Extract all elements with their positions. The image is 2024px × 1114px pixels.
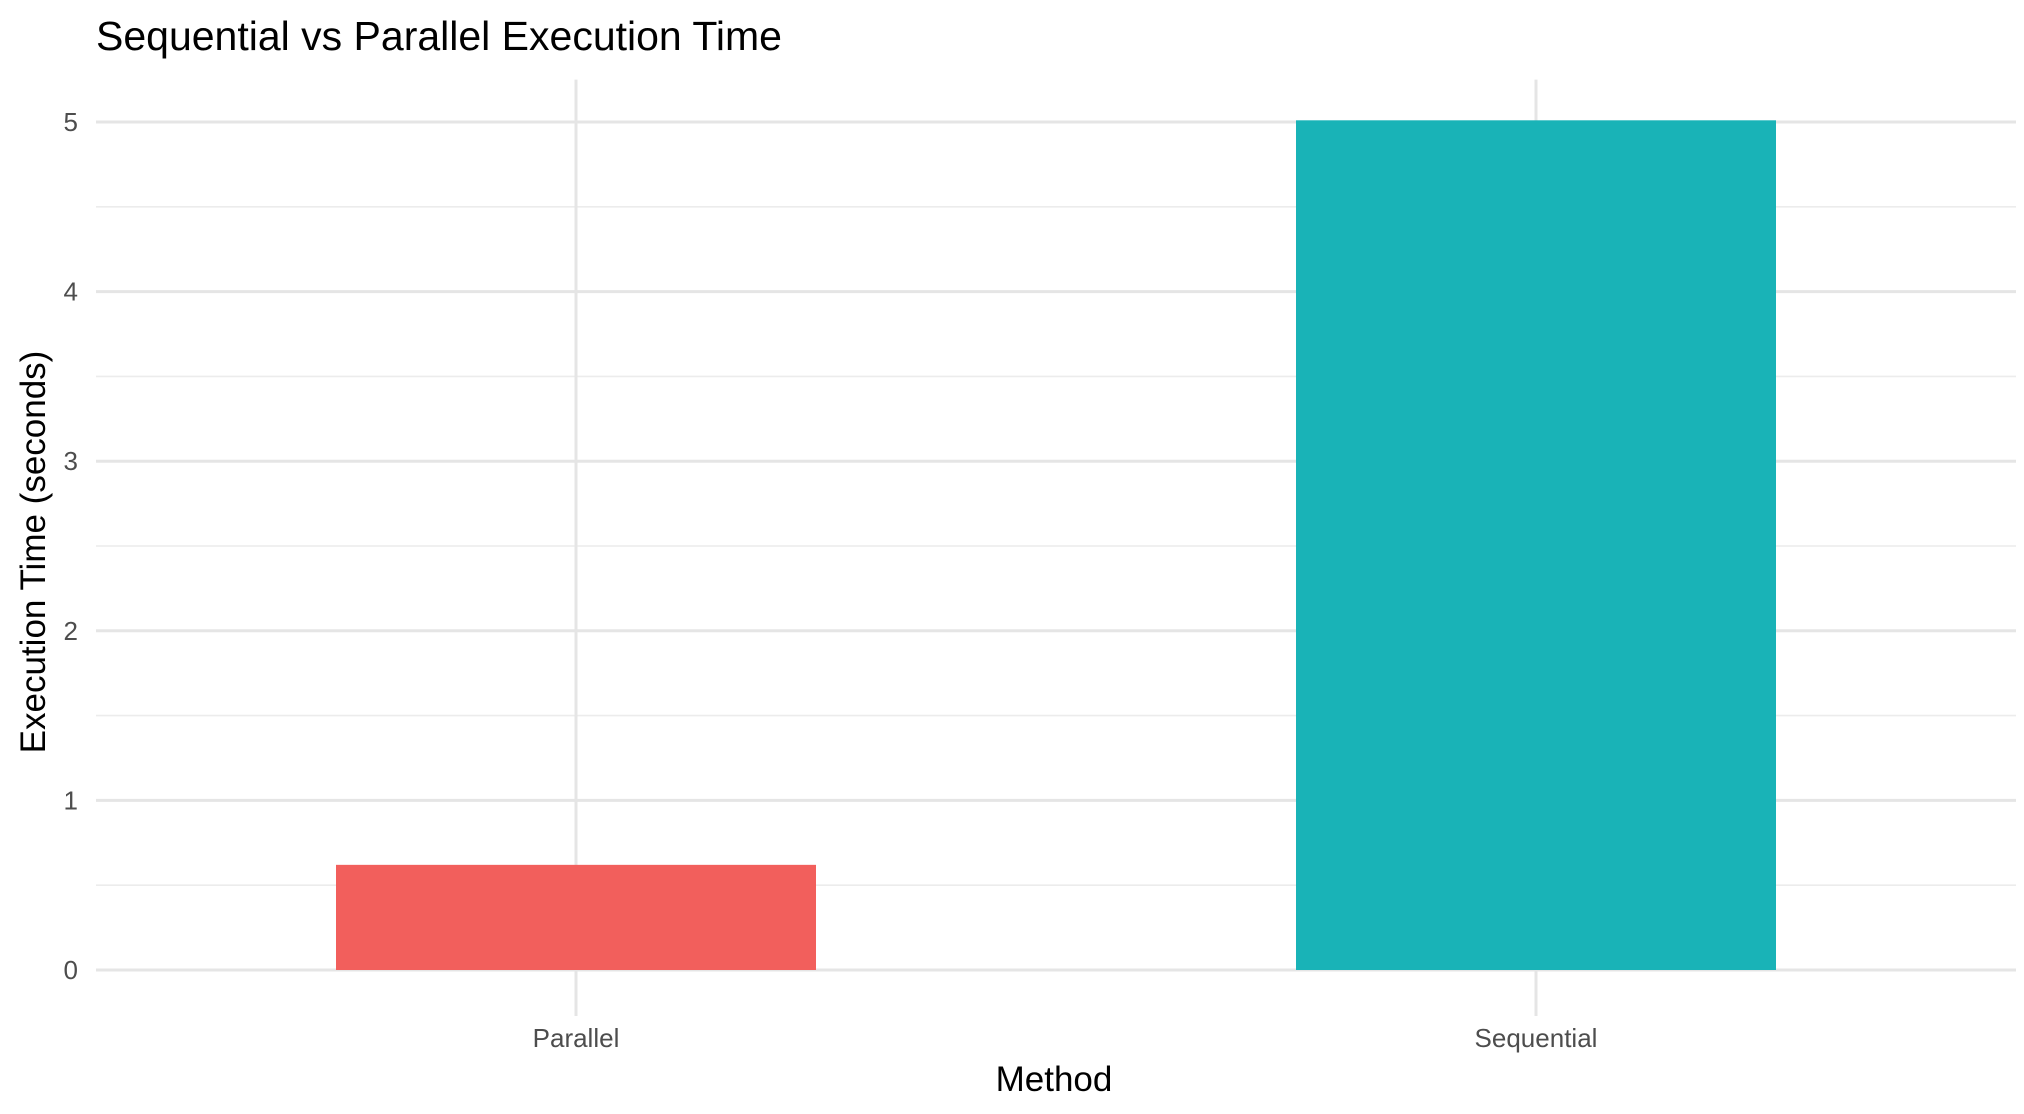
x-axis-title: Method [996,1060,1113,1099]
bars [336,120,1776,970]
bar-parallel [336,864,816,970]
y-tick-label: 0 [64,955,78,985]
bar-sequential [1296,120,1776,970]
chart-title: Sequential vs Parallel Execution Time [96,13,782,59]
y-tick-label: 1 [64,785,78,815]
y-tick-label: 2 [64,616,78,646]
x-axis-ticks: Parallel Sequential [533,1023,1598,1053]
x-tick-label: Sequential [1475,1023,1598,1053]
y-tick-label: 4 [64,277,78,307]
y-tick-label: 5 [64,107,78,137]
x-tick-label: Parallel [533,1023,620,1053]
y-axis-ticks: 0 1 2 3 4 5 [64,107,78,985]
y-axis-title: Execution Time (seconds) [14,351,53,754]
y-tick-label: 3 [64,446,78,476]
